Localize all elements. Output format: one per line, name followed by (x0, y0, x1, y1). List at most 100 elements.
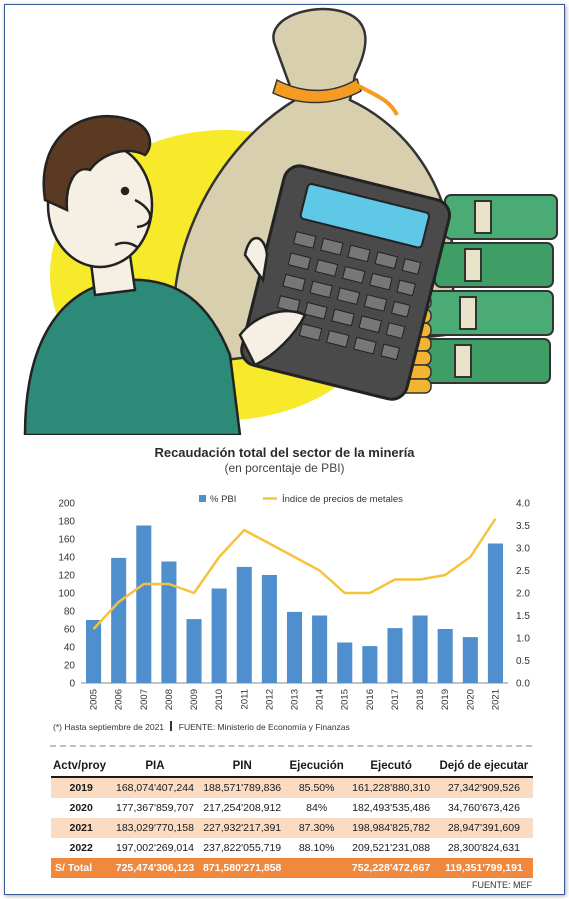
source-note-source: FUENTE: Ministerio de Economía y Finanza… (178, 722, 350, 732)
cell-dejo: 27,342'909,526 (434, 777, 533, 798)
bar-pct-pbi (136, 525, 152, 683)
y-right-tick-label: 1.0 (516, 634, 530, 645)
cell-total-dejo: 119,351'799,191 (434, 858, 533, 878)
man-nose (134, 198, 152, 229)
bar-pct-pbi (186, 619, 202, 683)
y-left-tick-label: 60 (64, 625, 76, 636)
cell-dejo: 28,300'824,631 (434, 838, 533, 858)
budget-table: Actv/proy PIA PIN Ejecución Ejecutó Dejó… (51, 757, 533, 878)
x-tick-label: 2019 (440, 689, 451, 710)
bag-tie (272, 77, 362, 104)
bar-pct-pbi (111, 557, 127, 683)
bar-pct-pbi (236, 566, 252, 683)
cell-total-ejecuto: 752,228'472,667 (347, 858, 435, 878)
y-right-tick-label: 1.5 (516, 611, 530, 622)
y-left-tick-label: 100 (58, 589, 75, 600)
bar-pct-pbi (462, 637, 478, 683)
y-left-tick-label: 20 (64, 661, 76, 672)
x-tick-label: 2013 (290, 689, 301, 710)
cell-pia: 177,367'859,707 (111, 798, 199, 818)
bar-pct-pbi (387, 628, 403, 683)
header-actv-proy: Actv/proy (51, 757, 112, 778)
y-right-tick-label: 2.5 (516, 566, 530, 577)
cell-total-ejecucion (285, 858, 348, 878)
cell-dejo: 28,947'391,609 (434, 818, 533, 838)
cell-ejecuto: 209,521'231,088 (347, 838, 435, 858)
x-tick-label: 2017 (390, 689, 401, 710)
x-tick-label: 2020 (465, 689, 476, 710)
x-tick-label: 2021 (490, 689, 501, 710)
line-metal-price-index (92, 518, 497, 630)
cell-ejecuto: 182,493'535,486 (347, 798, 435, 818)
cell-total-pin: 871,580'271,858 (198, 858, 286, 878)
bar-pct-pbi (437, 629, 453, 683)
x-tick-label: 2010 (214, 689, 225, 710)
cell-pin: 217,254'208,912 (198, 798, 286, 818)
y-left-tick-label: 200 (58, 499, 75, 510)
cell-ejecuto: 161,228'880,310 (347, 777, 435, 798)
chart-subtitle: (en porcentaje de PBI) (224, 461, 345, 475)
header-pin: PIN (198, 757, 286, 778)
y-left-tick-label: 80 (64, 607, 76, 618)
bar-pct-pbi (362, 646, 378, 683)
source-note-footnote: (*) Hasta septiembre de 2021 (53, 722, 165, 732)
cell-total-pia: 725,474'306,123 (111, 858, 199, 878)
cell-total-label: S/ Total (51, 858, 112, 878)
table-header-row: Actv/proy PIA PIN Ejecución Ejecutó Dejó… (51, 757, 533, 778)
man-hair (42, 115, 152, 213)
bar-pct-pbi (312, 615, 328, 683)
source-note-separator (170, 721, 173, 731)
man-hand-right (243, 236, 269, 284)
y-left-tick-label: 180 (58, 517, 75, 528)
cell-pin: 237,822'055,719 (198, 838, 286, 858)
y-right-tick-label: 4.0 (516, 499, 530, 510)
y-right-tick-label: 0.0 (516, 679, 530, 690)
x-tick-label: 2009 (189, 689, 200, 710)
man-mouth (114, 241, 138, 249)
cell-ejecucion: 87.30% (285, 818, 348, 838)
chart-title: Recaudación total del sector de la miner… (154, 445, 415, 460)
cell-year: 2021 (51, 818, 112, 838)
legend-label-pct-pbi: % PBI (210, 494, 236, 505)
source-note: (*) Hasta septiembre de 2021 FUENTE: Min… (53, 721, 350, 732)
cell-year: 2020 (51, 798, 112, 818)
bar-pct-pbi (412, 615, 428, 683)
man-hand (238, 309, 307, 367)
illustration (23, 7, 558, 435)
cell-year: 2022 (51, 838, 112, 858)
header-ejecucion: Ejecución (285, 757, 348, 778)
cell-ejecucion: 85.50% (285, 777, 348, 798)
bar-pct-pbi (86, 620, 102, 683)
y-right-tick-label: 3.5 (516, 521, 530, 532)
table-row: 2019 168,074'407,244 188,571'789,836 85.… (51, 777, 533, 798)
x-tick-label: 2012 (264, 689, 275, 710)
cell-ejecucion: 88.10% (285, 838, 348, 858)
cell-pia: 197,002'269,014 (111, 838, 199, 858)
y-left-tick-label: 120 (58, 571, 75, 582)
legend-label-metal-index: Índice de precios de metales (282, 494, 403, 505)
infographic-frame: Recaudación total del sector de la miner… (4, 4, 565, 895)
header-ejecuto: Ejecutó (347, 757, 435, 778)
bar-pct-pbi (261, 575, 277, 683)
cell-year: 2019 (51, 777, 112, 798)
y-left-tick-label: 140 (58, 553, 75, 564)
calculator (240, 164, 451, 401)
table-row: 2020 177,367'859,707 217,254'208,912 84%… (51, 798, 533, 818)
legend-swatch-pct-pbi (199, 495, 206, 502)
bag-string (356, 83, 399, 116)
x-tick-label: 2005 (89, 689, 100, 710)
x-tick-label: 2007 (139, 689, 150, 710)
combo-chart: 0 20 40 60 80 100 120 140 160 180 200 0.0 0.5 1.0 1.5 2… (58, 494, 530, 710)
bar-pct-pbi (161, 561, 177, 683)
y-right-tick-label: 2.0 (516, 589, 530, 600)
cell-pin: 188,571'789,836 (198, 777, 286, 798)
cell-ejecucion: 84% (285, 798, 348, 818)
table-row: 2021 183,029'770,158 227,932'217,391 87.… (51, 818, 533, 838)
man-eye (120, 186, 130, 196)
x-tick-label: 2011 (239, 689, 250, 709)
cell-dejo: 34,760'673,426 (434, 798, 533, 818)
bar-pct-pbi (286, 611, 303, 683)
x-tick-label: 2014 (315, 689, 326, 710)
dashed-divider (50, 745, 532, 747)
header-dejo-de-ejecutar: Dejó de ejecutar (434, 757, 533, 778)
